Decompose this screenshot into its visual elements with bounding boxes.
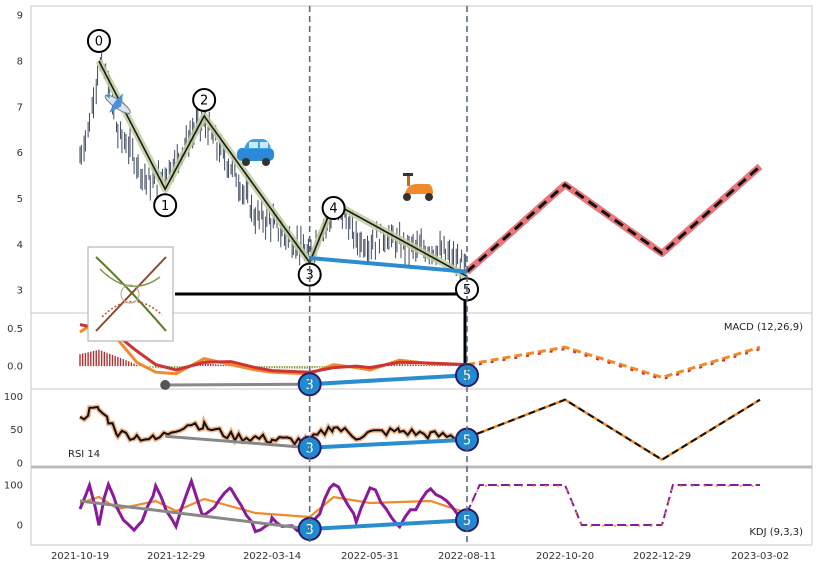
kdj-projection (466, 484, 760, 526)
scooter-icon (403, 173, 433, 201)
macd-badge-3-circle (297, 372, 322, 397)
price-divergence-line (309, 256, 468, 274)
wave-label-2: 2 (200, 93, 208, 108)
airplane-icon (104, 90, 131, 114)
scooter-wheel-rear (425, 193, 433, 201)
kdj-y-tick-label: 100 (4, 481, 23, 492)
car-window (249, 142, 258, 148)
wave-label-4: 4 (329, 202, 337, 217)
x-tick-label: 2022-08-11 (438, 551, 496, 562)
rsi-panel-frame (30, 388, 813, 468)
rsi-y-tick-label: 0 (17, 459, 23, 470)
tick-layer: 2021-10-19 2021-12-29 2022-03-14 2022-05-31… (4, 11, 789, 562)
rsi-divergence-gray (165, 434, 310, 450)
x-tick-label: 2022-12-29 (633, 551, 691, 562)
car-icon (237, 139, 274, 166)
macd-badge-3: 3 (306, 378, 314, 393)
x-tick-label: 2022-10-20 (536, 551, 594, 562)
macd-divergence-gray (165, 382, 310, 387)
price-y-tick-label: 4 (17, 240, 23, 251)
wave-label-circle (321, 196, 346, 221)
car-window-rear (260, 142, 268, 148)
rsi-panel-label: RSI 14 (68, 449, 100, 460)
kdj-panel-frame (30, 466, 813, 546)
macd-divergence-start-dot (160, 380, 171, 390)
thumbnail-branch-b (95, 256, 167, 332)
airplane-tail (106, 90, 111, 99)
macd-projection (466, 345, 761, 379)
rsi-y-tick-label: 100 (4, 392, 23, 403)
rsi-projection (466, 398, 761, 461)
rsi-divergence-blue (309, 437, 468, 450)
price-y-tick-label: 6 (17, 148, 23, 159)
macd-signal-line (79, 323, 468, 374)
macd-panel-label: MACD (12,26,9) (724, 322, 803, 333)
wave-label-circle (86, 28, 111, 53)
wave-label-circle (192, 87, 217, 112)
x-tick-label: 2022-03-14 (243, 551, 301, 562)
airplane-wing-bottom (109, 101, 122, 113)
scooter-handle (403, 173, 413, 176)
wave-label-circle (153, 193, 178, 218)
price-y-tick-label: 7 (17, 102, 23, 113)
wave-line (98, 60, 468, 278)
airplane-wing-top (114, 93, 123, 107)
car-wheel-rear (262, 158, 270, 166)
scooter-stem (407, 174, 410, 186)
scooter-body (405, 184, 433, 194)
thumbnail-branch-c (99, 268, 161, 288)
kdj-panel-label: KDJ (9,3,3) (749, 527, 803, 538)
wave-label-1: 1 (161, 199, 169, 214)
x-tick-label: 2021-12-29 (147, 551, 205, 562)
x-tick-label: 2022-05-31 (341, 551, 399, 562)
wave-label-3: 3 (306, 268, 314, 283)
x-tick-label: 2023-03-02 (731, 551, 789, 562)
macd-y-tick-label: 0.0 (7, 362, 23, 373)
thumbnail-branch-d (101, 300, 163, 318)
kdj-y-tick-label: 0 (17, 521, 23, 532)
genealogy-thumbnail (87, 246, 174, 342)
kdj-divergence-gray (79, 499, 310, 531)
wave-label-0: 0 (95, 34, 103, 49)
wave-label-circle (297, 262, 322, 287)
kdj-divergence-blue (309, 518, 468, 531)
price-y-tick-label: 5 (17, 194, 23, 205)
rsi-y-tick-label: 50 (10, 425, 23, 436)
car-body (237, 148, 274, 161)
rsi-line (79, 405, 468, 447)
thumbnail-node (120, 284, 140, 304)
car-wheel-front (242, 158, 250, 166)
macd-panel: 35 (79, 317, 761, 397)
x-tick-label: 2021-10-19 (51, 551, 109, 562)
icon-layer (87, 90, 433, 342)
thumbnail-branch-a (95, 256, 167, 332)
scooter-wheel-front (403, 193, 411, 201)
label-layer: MACD (12,26,9) RSI 14 KDJ (9,3,3) (68, 322, 803, 538)
projection-line (466, 165, 761, 273)
macd-divergence-blue (309, 373, 468, 387)
price-y-tick-label: 8 (17, 56, 23, 67)
macd-y-tick-label: 0.5 (7, 324, 23, 335)
macd-projection-signal (466, 348, 761, 381)
price-y-tick-label: 9 (17, 11, 23, 22)
price-y-tick-label: 3 (17, 286, 23, 297)
